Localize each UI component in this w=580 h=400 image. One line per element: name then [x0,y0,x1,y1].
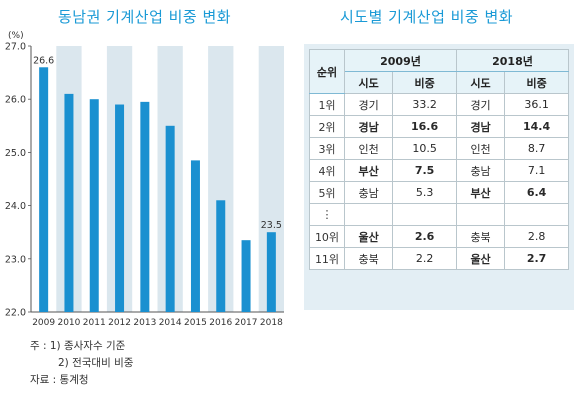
y-tick-label: 26.0 [5,95,26,106]
ranking-table-panel: 순위 2009년 2018년 시도 비중 시도 비중 1위 경기 33.2 경기 36.… [304,44,574,310]
rank-cell: 2위 [309,115,345,138]
year-2009-header: 2009년 [344,49,457,72]
x-tick-label: 2009 [32,318,55,328]
region-2009-cell: 충남 [343,181,394,204]
region-2009-cell: 울산 [343,225,394,248]
x-tick-label: 2015 [184,318,207,328]
table-row: 1위 경기 33.2 경기 36.1 [309,93,569,116]
notes: 주 : 1) 종사자수 기준 2) 전국대비 비중 자료 : 통계청 [30,338,133,389]
region-2018-cell: 부산 [455,181,506,204]
region-2018-cell: 인천 [455,137,506,160]
share-2018-cell: 7.1 [504,159,569,182]
share-2009-cell: 7.5 [392,159,457,182]
x-tick-label: 2018 [260,318,283,328]
bar [89,99,99,312]
table-row: 11위 충북 2.2 울산 2.7 [309,247,569,270]
rank-cell: 5위 [309,181,345,204]
x-tick-label: 2017 [235,318,258,328]
region-2009-cell [343,203,394,226]
y-tick-label: 27.0 [5,42,26,53]
region-2009-cell: 부산 [343,159,394,182]
ranking-table: 순위 2009년 2018년 시도 비중 시도 비중 1위 경기 33.2 경기 36.… [309,49,570,270]
x-tick-label: 2014 [159,318,182,328]
rank-cell: 10위 [309,225,345,248]
table-row: 2위 경남 16.6 경남 14.4 [309,115,569,138]
share-2009-cell: 33.2 [392,93,457,116]
region-header-2009: 시도 [343,71,394,94]
bar [165,125,175,312]
bar [241,240,251,312]
share-2018-cell: 14.4 [504,115,569,138]
share-2009-cell: 10.5 [392,137,457,160]
bar [140,101,150,312]
share-2009-cell: 16.6 [392,115,457,138]
x-tick-label: 2013 [133,318,156,328]
table-row: 4위 부산 7.5 충남 7.1 [309,159,569,182]
share-2009-cell: 2.2 [392,247,457,270]
share-header-2009: 비중 [392,71,457,94]
x-tick-label: 2010 [57,318,80,328]
y-tick-label: 24.0 [5,201,26,212]
rank-cell: 11위 [309,247,345,270]
share-2018-cell: 36.1 [504,93,569,116]
rank-cell: 4위 [309,159,345,182]
region-2018-cell [455,203,506,226]
table-row: 10위 울산 2.6 충북 2.8 [309,225,569,248]
source-note: 자료 : 통계청 [30,374,89,386]
share-2018-cell: 8.7 [504,137,569,160]
x-tick-label: 2011 [83,318,106,328]
bar [190,160,200,312]
table-row: ⋮ [309,203,569,226]
region-2018-cell: 경남 [455,115,506,138]
region-2009-cell: 충북 [343,247,394,270]
region-header-2018: 시도 [455,71,506,94]
table-body: 1위 경기 33.2 경기 36.1 2위 경남 16.6 경남 14.4 3위 인천 10.5 인천 8.… [309,93,569,270]
bar [216,200,226,312]
bar [39,67,49,312]
region-2009-cell: 인천 [343,137,394,160]
share-header-2018: 비중 [504,71,569,94]
share-2018-cell: 2.7 [504,247,569,270]
y-tick-label: 22.0 [5,308,26,319]
data-label: 26.6 [33,55,54,66]
share-2009-cell [392,203,457,226]
chart-title: 동남권 기계산업 비중 변화 [58,8,232,26]
table-row: 3위 인천 10.5 인천 8.7 [309,137,569,160]
region-2018-cell: 울산 [455,247,506,270]
y-tick-label: 23.0 [5,254,26,265]
bar [115,104,125,313]
y-unit-label: (%) [8,31,24,41]
data-label: 23.5 [261,220,282,231]
note-1: 주 : 1) 종사자수 기준 [30,340,126,352]
year-2018-header: 2018년 [455,49,570,72]
note-2: 2) 전국대비 비중 [58,357,134,369]
bar [266,232,276,312]
bar [64,93,74,312]
table-row: 5위 충남 5.3 부산 6.4 [309,181,569,204]
region-2018-cell: 충남 [455,159,506,182]
rank-header: 순위 [309,49,345,94]
region-2009-cell: 경기 [343,93,394,116]
rank-cell: 3위 [309,137,345,160]
share-2018-cell [504,203,569,226]
rank-cell: ⋮ [309,203,345,226]
y-tick-label: 25.0 [5,148,26,159]
share-2018-cell: 2.8 [504,225,569,248]
region-2018-cell: 충북 [455,225,506,248]
rank-cell: 1위 [309,93,345,116]
share-2018-cell: 6.4 [504,181,569,204]
x-tick-label: 2012 [108,318,131,328]
share-2009-cell: 5.3 [392,181,457,204]
share-2009-cell: 2.6 [392,225,457,248]
region-2009-cell: 경남 [343,115,394,138]
x-tick-label: 2016 [209,318,232,328]
table-title: 시도별 기계산업 비중 변화 [340,8,514,26]
region-2018-cell: 경기 [455,93,506,116]
